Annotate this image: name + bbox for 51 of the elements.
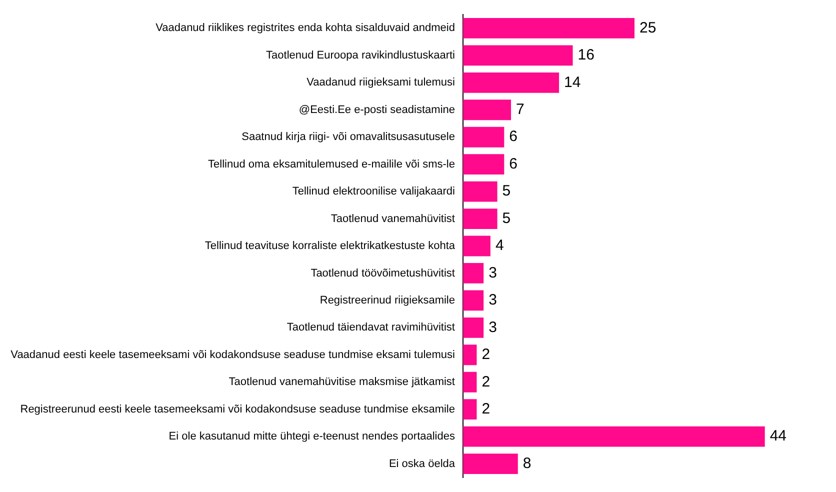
data-label: 7 [516,101,524,118]
y-tick-label: Ei ole kasutanud mitte ühtegi e-teenust nendes portaalides [168,430,456,443]
bar [463,372,477,392]
data-label: 3 [488,318,497,336]
bar [463,45,573,66]
y-tick-label: Ei oska öelda [388,458,456,470]
data-label: 6 [509,155,518,172]
data-label: 3 [488,264,497,282]
data-label: 8 [522,454,532,472]
bar [463,426,765,447]
data-label: 5 [502,210,511,227]
bar [463,236,490,256]
data-label: 14 [564,74,581,91]
y-tick-label: Vaadanud riiklikes registrites enda kohta sisalduvaid andmeid [156,22,455,34]
y-tick-label: Tellinud teavituse korraliste elektrikatkestuste kohta [204,240,456,252]
bar [463,290,484,311]
y-tick-label: Registreerunud eesti keele tasemeeksami või kodakondsuse seaduse tundmise eksamile [20,403,455,416]
data-label: 6 [509,128,518,146]
bar [463,317,484,338]
data-label: 44 [770,428,787,445]
y-tick-label: @Eesti.Ee e-posti seadistamine [298,104,455,116]
data-label: 16 [578,46,594,64]
y-tick-label: Taotlenud vanemahüvitist [330,212,455,225]
bar [463,100,512,120]
bar [463,208,498,229]
data-label: 2 [482,400,490,418]
y-tick-label: Taotlenud täiendavat ravimihüvitist [286,322,455,334]
bar [463,344,477,366]
data-label: 4 [495,237,504,254]
y-tick-label: Vaadanud eesti keele tasemeeksami või kodakondsuse seaduse tundmise eksami tulemusi [10,348,455,361]
y-tick-label: Tellinud elektroonilise valijakaardi [292,186,455,198]
y-tick-label: Vaadanud riigieksami tulemusi [306,76,455,89]
data-label: 2 [482,373,490,390]
bar [463,18,634,38]
data-label: 25 [640,19,656,36]
bar [463,126,504,148]
bar [463,454,518,474]
y-tick-label: Registreerinud riigieksamile [320,294,455,306]
data-label: 5 [502,182,511,200]
y-tick-label: Taotlenud vanemahüvitise maksmise jätkamist [228,376,455,388]
bar [463,154,504,175]
y-tick-label: Taotlenud töövõimetushüvitist [310,267,455,280]
y-tick-label: Saatnud kirja riigi- või omavalitsusasutusele [242,131,455,144]
y-tick-label: Tellinud oma eksamitulemused e-mailile või sms-le [208,158,455,170]
data-label: 2 [482,346,490,364]
data-label: 3 [488,292,497,309]
y-tick-label: Taotlenud Euroopa ravikindlustuskaarti [266,49,455,62]
bar [463,181,498,202]
bar [463,399,477,420]
bar [463,72,560,93]
bar [463,263,484,284]
